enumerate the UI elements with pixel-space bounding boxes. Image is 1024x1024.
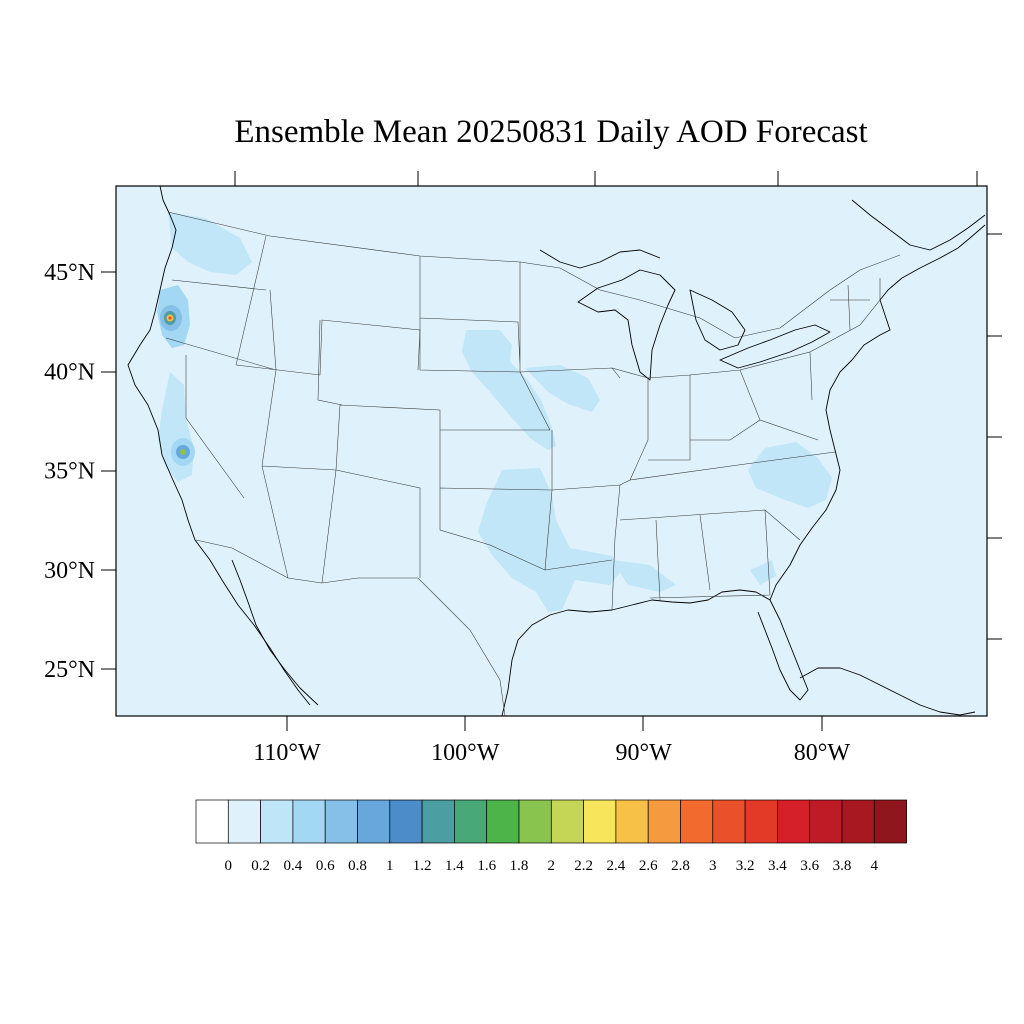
latitude-label: 35°N bbox=[44, 459, 95, 485]
colorbar-swatch bbox=[873, 799, 907, 844]
colorbar-label: 4 bbox=[871, 858, 879, 874]
colorbar-swatch bbox=[550, 799, 584, 844]
colorbar-swatch bbox=[195, 799, 229, 844]
colorbar-swatch bbox=[292, 799, 326, 844]
boundaries bbox=[127, 186, 986, 716]
colorbar-swatch bbox=[421, 799, 455, 844]
us-mexico-border bbox=[195, 539, 506, 716]
colorbar-label: 3.6 bbox=[800, 858, 819, 874]
colorbar-swatch bbox=[809, 799, 843, 844]
aod-region-nebraska bbox=[462, 330, 556, 450]
latitude-labels: 45°N 40°N 35°N 30°N 25°N bbox=[44, 260, 95, 683]
colorbar-label: 2 bbox=[548, 858, 556, 874]
aod-region-southern-plains bbox=[478, 468, 622, 612]
map-title: Ensemble Mean 20250831 Daily AOD Forecas… bbox=[234, 114, 867, 150]
aod-contour-california-1.8 bbox=[180, 449, 186, 455]
lake-michigan-huron bbox=[689, 289, 746, 351]
canada-maritime-coastline bbox=[851, 199, 986, 251]
colorbar-label: 0.4 bbox=[284, 858, 303, 874]
longitude-label: 100°W bbox=[431, 740, 500, 766]
colorbar-label: 0.8 bbox=[348, 858, 367, 874]
baja-coastline bbox=[231, 559, 319, 706]
state-borders-east bbox=[619, 278, 881, 601]
colorbar-label: 0.2 bbox=[251, 858, 270, 874]
colorbar: 0 0.2 0.4 0.6 0.8 1 1.2 1.4 1.6 1.8 2 2.2 2.4 2.6 2.8 3… bbox=[195, 799, 907, 874]
aod-region-northwest bbox=[168, 212, 252, 275]
gulf-coastline bbox=[501, 589, 809, 716]
colorbar-swatch bbox=[712, 799, 746, 844]
pacific-coastline bbox=[127, 186, 311, 706]
cuba-coastline bbox=[799, 667, 976, 716]
colorbar-swatch bbox=[615, 799, 649, 844]
latitude-label: 45°N bbox=[44, 260, 95, 286]
colorbar-swatch bbox=[486, 799, 520, 844]
colorbar-label: 2.6 bbox=[639, 858, 658, 874]
state-borders-west bbox=[165, 235, 441, 584]
colorbar-label: 1 bbox=[386, 858, 394, 874]
colorbar-swatch bbox=[647, 799, 681, 844]
colorbar-swatch bbox=[841, 799, 875, 844]
aod-region-gulf-coast bbox=[612, 560, 676, 592]
atlantic-coastline bbox=[769, 224, 986, 601]
colorbar-label: 2.4 bbox=[607, 858, 626, 874]
colorbar-swatch bbox=[389, 799, 423, 844]
aod-contour-oregon-3.2 bbox=[168, 316, 172, 320]
map-background bbox=[116, 186, 987, 716]
colorbar-swatch bbox=[518, 799, 552, 844]
colorbar-swatch bbox=[324, 799, 358, 844]
colorbar-swatch bbox=[583, 799, 617, 844]
longitude-label: 90°W bbox=[615, 740, 672, 766]
colorbar-swatch bbox=[744, 799, 778, 844]
colorbar-swatch bbox=[680, 799, 714, 844]
lake-erie-ontario bbox=[719, 324, 831, 369]
state-borders-central bbox=[419, 256, 649, 611]
ticks bbox=[101, 171, 1002, 731]
colorbar-label: 3.2 bbox=[736, 858, 755, 874]
colorbar-swatch bbox=[777, 799, 811, 844]
colorbar-label: 1.4 bbox=[445, 858, 464, 874]
colorbar-label: 2.8 bbox=[671, 858, 690, 874]
latitude-label: 40°N bbox=[44, 359, 95, 385]
latitude-label: 30°N bbox=[44, 558, 95, 584]
latitude-label: 25°N bbox=[44, 657, 95, 683]
hudson-bay-coastline bbox=[539, 249, 661, 269]
colorbar-label: 1.6 bbox=[477, 858, 496, 874]
colorbar-swatch bbox=[227, 799, 261, 844]
colorbar-label: 3.8 bbox=[833, 858, 852, 874]
colorbar-swatch bbox=[260, 799, 294, 844]
colorbar-label: 3 bbox=[709, 858, 717, 874]
colorbar-swatch bbox=[357, 799, 391, 844]
longitude-label: 80°W bbox=[794, 740, 851, 766]
colorbar-label: 1.8 bbox=[510, 858, 529, 874]
aod-region-carolinas bbox=[748, 442, 832, 508]
longitude-label: 110°W bbox=[253, 740, 321, 766]
aod-region-georgia bbox=[750, 560, 776, 585]
map-frame bbox=[115, 185, 988, 717]
colorbar-label: 1.2 bbox=[413, 858, 432, 874]
colorbar-label: 0.6 bbox=[316, 858, 335, 874]
aod-region-iowa bbox=[525, 365, 600, 412]
longitude-labels: 110°W 100°W 90°W 80°W bbox=[253, 740, 850, 766]
colorbar-label: 3.4 bbox=[768, 858, 787, 874]
map-panel: 45°N 40°N 35°N 30°N 25°N 110°W 100°W 90°W 80°W bbox=[44, 171, 1002, 766]
colorbar-swatch bbox=[454, 799, 488, 844]
colorbar-label: 0 bbox=[225, 858, 233, 874]
colorbar-label: 2.2 bbox=[574, 858, 593, 874]
great-lakes-coastline bbox=[577, 269, 676, 381]
aod-field bbox=[157, 212, 832, 612]
